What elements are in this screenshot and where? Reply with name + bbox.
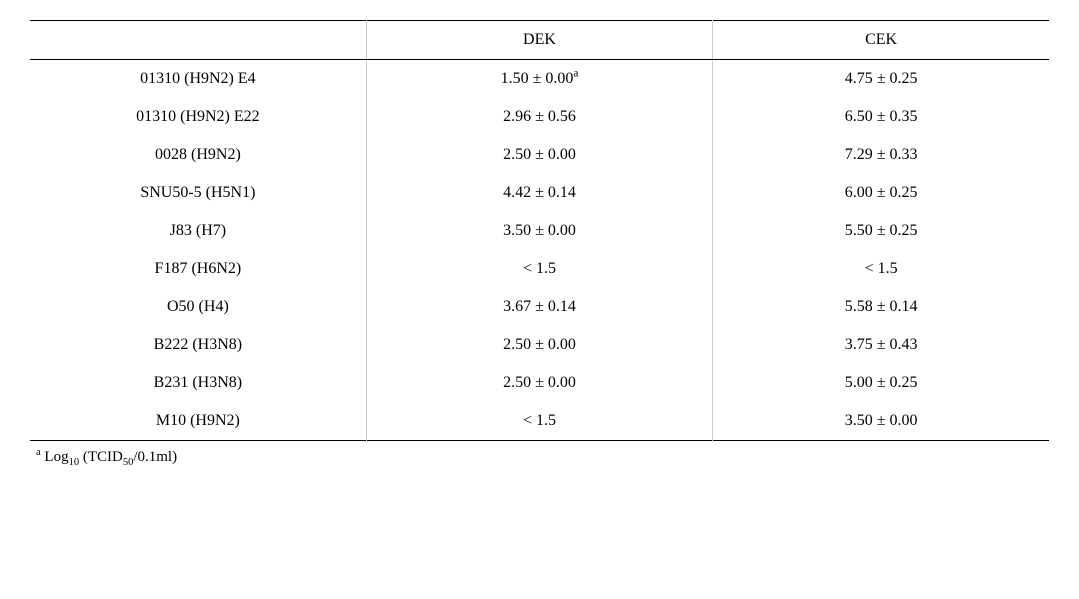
dek-value: < 1.5: [523, 412, 556, 429]
table-row: M10 (H9N2) < 1.5 3.50 ± 0.00: [30, 402, 1049, 441]
footnote-suffix: /0.1ml): [133, 449, 177, 465]
header-cek: CEK: [713, 21, 1049, 60]
dek-value: 2.50 ± 0.00: [503, 336, 576, 353]
dek-cell: 1.50 ± 0.00a: [366, 60, 712, 99]
table-row: 01310 (H9N2) E22 2.96 ± 0.56 6.50 ± 0.35: [30, 98, 1049, 136]
dek-cell: 2.50 ± 0.00: [366, 326, 712, 364]
table-row: J83 (H7) 3.50 ± 0.00 5.50 ± 0.25: [30, 212, 1049, 250]
table-row: 0028 (H9N2) 2.50 ± 0.00 7.29 ± 0.33: [30, 136, 1049, 174]
dek-value: 3.67 ± 0.14: [503, 298, 576, 315]
dek-cell: 3.50 ± 0.00: [366, 212, 712, 250]
dek-value: 2.50 ± 0.00: [503, 146, 576, 163]
table-row: B222 (H3N8) 2.50 ± 0.00 3.75 ± 0.43: [30, 326, 1049, 364]
cek-cell: 5.58 ± 0.14: [713, 288, 1049, 326]
table-body: 01310 (H9N2) E4 1.50 ± 0.00a 4.75 ± 0.25…: [30, 60, 1049, 441]
dek-value: 2.50 ± 0.00: [503, 374, 576, 391]
table-footnote: a Log10 (TCID50/0.1ml): [30, 441, 1049, 470]
row-label: 0028 (H9N2): [30, 136, 366, 174]
table-row: O50 (H4) 3.67 ± 0.14 5.58 ± 0.14: [30, 288, 1049, 326]
row-label: J83 (H7): [30, 212, 366, 250]
row-label: B222 (H3N8): [30, 326, 366, 364]
dek-cell: < 1.5: [366, 402, 712, 441]
dek-value: 4.42 ± 0.14: [503, 184, 576, 201]
dek-value: 2.96 ± 0.56: [503, 108, 576, 125]
dek-cell: 2.96 ± 0.56: [366, 98, 712, 136]
dek-value: 3.50 ± 0.00: [503, 222, 576, 239]
dek-sup: a: [573, 68, 578, 80]
cek-cell: 4.75 ± 0.25: [713, 60, 1049, 99]
footnote-sub2: 50: [123, 457, 134, 468]
row-label: O50 (H4): [30, 288, 366, 326]
footnote-prefix: Log: [41, 449, 69, 465]
footnote-mid: (TCID: [79, 449, 123, 465]
cek-cell: 6.50 ± 0.35: [713, 98, 1049, 136]
row-label: M10 (H9N2): [30, 402, 366, 441]
row-label: B231 (H3N8): [30, 364, 366, 402]
dek-cell: 4.42 ± 0.14: [366, 174, 712, 212]
table-row: B231 (H3N8) 2.50 ± 0.00 5.00 ± 0.25: [30, 364, 1049, 402]
table-row: 01310 (H9N2) E4 1.50 ± 0.00a 4.75 ± 0.25: [30, 60, 1049, 99]
table-row: F187 (H6N2) < 1.5 < 1.5: [30, 250, 1049, 288]
cek-cell: 7.29 ± 0.33: [713, 136, 1049, 174]
table-row: SNU50-5 (H5N1) 4.42 ± 0.14 6.00 ± 0.25: [30, 174, 1049, 212]
footnote-sub1: 10: [69, 457, 80, 468]
dek-value: < 1.5: [523, 260, 556, 277]
cek-cell: 5.50 ± 0.25: [713, 212, 1049, 250]
dek-cell: 2.50 ± 0.00: [366, 364, 712, 402]
header-blank: [30, 21, 366, 60]
cek-cell: 3.75 ± 0.43: [713, 326, 1049, 364]
table-header: DEK CEK: [30, 21, 1049, 60]
dek-cell: 2.50 ± 0.00: [366, 136, 712, 174]
dek-cell: < 1.5: [366, 250, 712, 288]
row-label: SNU50-5 (H5N1): [30, 174, 366, 212]
row-label: F187 (H6N2): [30, 250, 366, 288]
cek-cell: 5.00 ± 0.25: [713, 364, 1049, 402]
cek-cell: < 1.5: [713, 250, 1049, 288]
data-table: DEK CEK 01310 (H9N2) E4 1.50 ± 0.00a 4.7…: [30, 20, 1049, 441]
cek-cell: 6.00 ± 0.25: [713, 174, 1049, 212]
dek-value: 1.50 ± 0.00: [501, 70, 574, 87]
dek-cell: 3.67 ± 0.14: [366, 288, 712, 326]
row-label: 01310 (H9N2) E22: [30, 98, 366, 136]
row-label: 01310 (H9N2) E4: [30, 60, 366, 99]
cek-cell: 3.50 ± 0.00: [713, 402, 1049, 441]
header-dek: DEK: [366, 21, 712, 60]
